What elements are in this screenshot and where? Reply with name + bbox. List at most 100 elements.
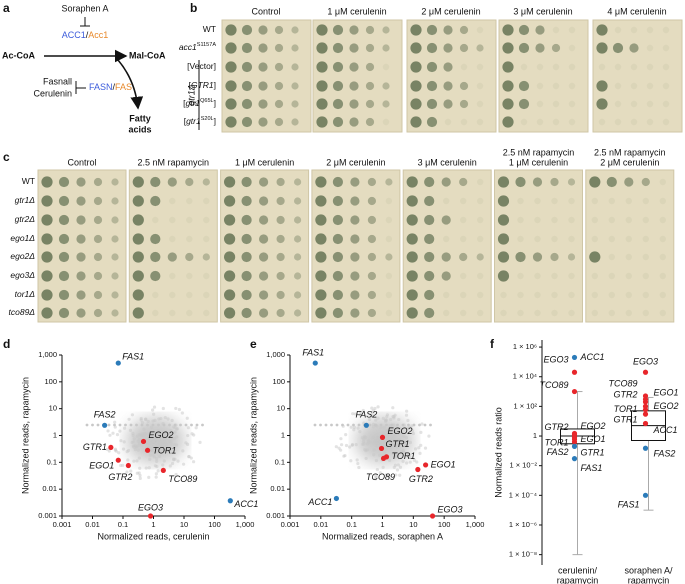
read-dot	[186, 426, 190, 430]
colony-spot	[646, 82, 654, 90]
colony-spot	[614, 26, 622, 34]
colony-spot	[551, 43, 561, 53]
read-dot	[362, 442, 366, 446]
colony-spot	[186, 272, 193, 280]
read-dot	[402, 434, 406, 438]
colony-spot	[224, 233, 236, 245]
gene-label: FAS2	[654, 449, 676, 459]
colony-spot	[641, 177, 650, 187]
read-dot	[378, 440, 383, 444]
metabolite: Ac-CoA	[2, 50, 35, 60]
read-dot	[147, 433, 152, 437]
read-dot	[143, 432, 147, 436]
gene-label: FAS2	[355, 410, 377, 420]
colony-spot	[350, 177, 360, 187]
colony-spot	[608, 216, 615, 224]
colony-spot	[316, 24, 328, 36]
read-dot	[407, 453, 411, 457]
colony-spot	[132, 307, 144, 319]
read-dot	[108, 433, 112, 437]
read-dot	[155, 446, 159, 450]
gene-point	[227, 498, 233, 504]
strain-label: [GTR1]	[189, 80, 216, 90]
read-dot	[146, 443, 150, 447]
colony-spot	[349, 81, 359, 91]
colony-spot	[625, 253, 632, 261]
colony-spot	[568, 100, 576, 108]
read-dot	[135, 434, 139, 438]
gene-label: ACC1	[653, 425, 678, 435]
colony-spot	[76, 234, 86, 244]
colony-spot	[241, 176, 252, 188]
read-dot	[130, 413, 135, 417]
gene-point	[642, 407, 649, 413]
colony-spot	[410, 98, 422, 110]
colony-spot	[132, 251, 144, 263]
read-dot	[140, 423, 144, 427]
label-part: GTR1	[191, 80, 214, 90]
read-dot	[313, 423, 317, 427]
colony-spot	[76, 177, 86, 187]
read-dot	[140, 432, 145, 436]
read-dot	[162, 423, 166, 427]
y-tick-label: 1	[281, 430, 285, 439]
read-dot	[348, 445, 352, 449]
colony-spot	[291, 44, 299, 52]
read-dot	[375, 444, 380, 448]
colony-spot	[41, 176, 53, 188]
read-dot	[423, 423, 427, 427]
colony-spot	[443, 43, 453, 53]
condition-label: 3 μM cerulenin	[513, 6, 572, 16]
colony-spot	[598, 118, 606, 126]
x-tick-label: 1	[380, 520, 384, 529]
colony-spot	[93, 177, 103, 187]
read-dot	[187, 454, 191, 459]
colony-spot	[93, 271, 103, 281]
colony-spot	[502, 61, 514, 73]
read-dot	[151, 419, 155, 423]
colony-spot	[58, 307, 70, 319]
colony-spot	[225, 24, 237, 36]
colony-spot	[241, 116, 253, 128]
read-dot	[379, 423, 383, 427]
colony-spot	[426, 116, 438, 128]
panel-label: f	[490, 337, 495, 351]
colony-spot	[426, 42, 438, 54]
label-part: ]	[214, 116, 216, 126]
read-dot	[403, 440, 407, 444]
colony-spot	[424, 307, 435, 319]
colony-spot	[477, 197, 484, 205]
colony-spot	[598, 63, 606, 71]
colony-spot	[203, 291, 210, 299]
read-dot	[352, 425, 357, 429]
read-dot	[376, 405, 380, 409]
inhibitor: Soraphen A	[61, 3, 108, 13]
label-part: [	[189, 80, 192, 90]
label-part: gtr1	[185, 98, 200, 108]
plate	[585, 169, 675, 323]
label-part: tor1Δ	[15, 289, 36, 299]
colony-spot	[517, 197, 524, 205]
colony-spot	[58, 233, 70, 245]
colony-spot	[517, 291, 524, 299]
colony-spot	[659, 235, 666, 243]
colony-spot	[662, 100, 670, 108]
colony-spot	[385, 291, 393, 299]
read-dot	[176, 459, 180, 463]
colony-spot	[596, 98, 608, 110]
read-dot	[355, 458, 359, 462]
read-dot	[151, 423, 155, 427]
read-dot	[191, 460, 196, 464]
x-tick-label: 1	[151, 520, 155, 529]
colony-spot	[315, 195, 327, 207]
metabolite: Mal-CoA	[129, 50, 166, 60]
x-tick-label: 100	[438, 520, 451, 529]
colony-spot	[568, 44, 576, 52]
colony-spot	[500, 291, 507, 299]
colony-spot	[406, 214, 418, 226]
read-dot	[376, 416, 380, 420]
read-dot	[339, 443, 344, 447]
gene-label: EGO1	[89, 461, 114, 471]
colony-spot	[568, 216, 575, 224]
read-dot	[168, 423, 171, 427]
